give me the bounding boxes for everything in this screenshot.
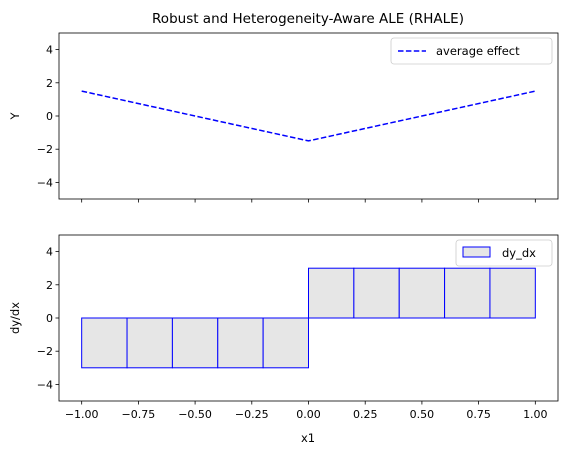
legend-label-average-effect: average effect — [436, 44, 520, 58]
x-tick-label: 0.75 — [466, 408, 491, 421]
dy-dx-bin-bar — [444, 267, 491, 319]
y-tick-label: 0 — [46, 110, 53, 123]
y-tick-label: −4 — [37, 176, 53, 189]
y-tick-label: 4 — [46, 246, 53, 259]
top-legend-box — [390, 37, 553, 65]
x-tick-label: 0.00 — [296, 408, 321, 421]
top-legend: average effect — [390, 37, 553, 65]
x-axis-label: x1 — [301, 431, 315, 445]
x-tick-label: −0.25 — [235, 408, 269, 421]
x-tick-label: 1.00 — [523, 408, 548, 421]
y-tick-label: 2 — [46, 77, 53, 90]
x-tick-label: 0.25 — [353, 408, 378, 421]
dy-dx-bin-bar — [353, 267, 400, 319]
dy-dx-bin-bar — [171, 317, 219, 369]
derivative-bins — [81, 267, 536, 369]
dy-dx-bin-bar — [308, 267, 355, 319]
x-tick-label: −1.00 — [65, 408, 99, 421]
x-tick-label: −0.75 — [122, 408, 156, 421]
y-tick-label: 2 — [46, 279, 53, 292]
dy-dx-bin-bar — [489, 267, 536, 319]
dy-dx-bin-bar — [217, 317, 264, 369]
y-tick-label: −2 — [37, 345, 53, 358]
bottom-y-ticks: 4 2 0 −2 −4 — [37, 246, 59, 391]
derivative-panel: 4 2 0 −2 −4 −1.00 −0.75 −0.50 −0.25 0.00 0.25 0.50… — [8, 234, 559, 445]
top-y-ticks: 4 2 0 −2 −4 — [37, 44, 59, 189]
bottom-y-axis-label: dy/dx — [8, 302, 22, 334]
series-line-average-effect — [81, 90, 536, 142]
top-x-ticks — [81, 199, 536, 203]
dy-dx-bin-bar — [398, 267, 446, 319]
dy-dx-bin-bar — [126, 317, 173, 369]
y-tick-label: −2 — [37, 143, 53, 156]
chart-title: Robust and Heterogeneity-Aware ALE (RHAL… — [152, 11, 464, 27]
x-tick-label: −0.50 — [178, 408, 212, 421]
legend-swatch-dy-dx — [462, 246, 491, 258]
dy-dx-bin-bar — [81, 317, 128, 369]
bottom-legend: dy_dx — [455, 239, 553, 267]
x-tick-label: 0.50 — [410, 408, 435, 421]
top-y-axis-label: Y — [8, 112, 22, 121]
y-tick-label: 4 — [46, 44, 53, 57]
y-tick-label: 0 — [46, 312, 53, 325]
legend-label-dy-dx: dy_dx — [502, 246, 536, 260]
bottom-x-ticks: −1.00 −0.75 −0.50 −0.25 0.00 0.25 0.50 0.75 1.00 — [65, 401, 548, 421]
y-tick-label: −4 — [37, 378, 53, 391]
dy-dx-bin-bar — [262, 317, 309, 369]
average-effect-panel: Robust and Heterogeneity-Aware ALE (RHAL… — [8, 11, 559, 203]
